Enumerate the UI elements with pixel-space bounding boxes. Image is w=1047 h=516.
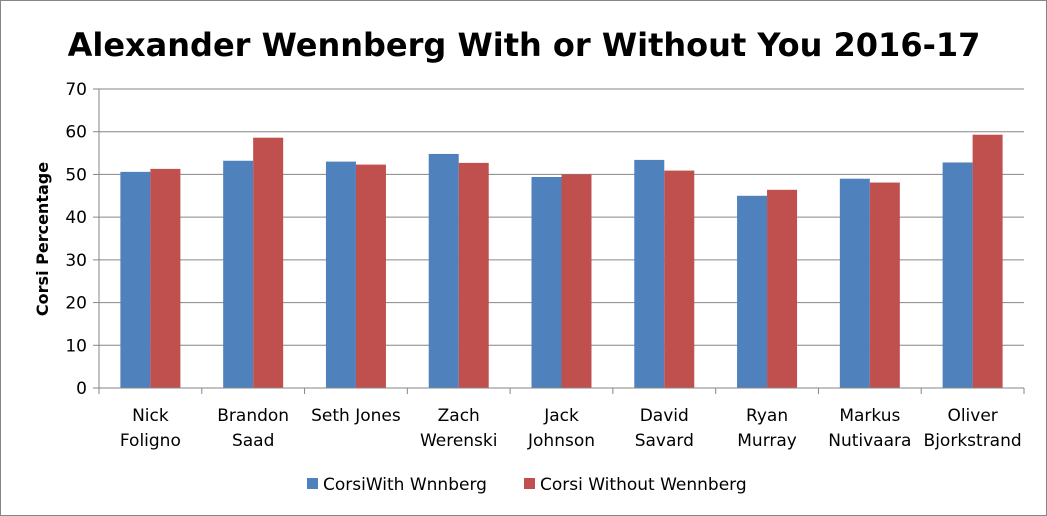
bar-with xyxy=(634,159,665,388)
y-tick-label: 50 xyxy=(65,165,87,185)
x-axis-categories: Nick Foligno Brandon Saad Seth Jones Zach Were… xyxy=(120,406,1022,451)
bar-with xyxy=(325,161,356,388)
y-tick-label: 40 xyxy=(65,208,87,228)
x-category-label: Zach Werenski xyxy=(420,406,498,451)
legend-label: Corsi Without Wennberg xyxy=(540,475,747,495)
bar-without xyxy=(458,162,489,388)
y-tick-label: 30 xyxy=(65,251,87,271)
y-axis-ticks: 0 10 20 30 40 50 60 70 xyxy=(65,80,99,399)
x-category-label: Seth Jones xyxy=(311,406,401,426)
y-tick-label: 20 xyxy=(65,294,87,314)
bar-without xyxy=(767,189,798,388)
bar-with xyxy=(942,162,973,388)
x-category-label: Oliver Bjorkstrand xyxy=(924,406,1022,451)
axes xyxy=(98,89,1025,394)
x-category-label: David Savard xyxy=(635,406,694,451)
x-category-label: Ryan Murray xyxy=(737,406,797,451)
chart-title: Alexander Wennberg With or Without You 2… xyxy=(68,26,981,64)
bars xyxy=(120,134,1003,388)
bar-without xyxy=(561,174,592,388)
x-category-label: Markus Nutivaara xyxy=(828,406,911,451)
bar-without xyxy=(869,182,900,388)
legend-swatch xyxy=(307,478,318,489)
bar-with xyxy=(839,178,870,388)
bar-without xyxy=(355,164,386,388)
bar-without xyxy=(253,137,284,388)
bar-with xyxy=(737,195,768,388)
y-tick-label: 70 xyxy=(65,80,87,100)
legend-swatch xyxy=(524,478,535,489)
bar-with xyxy=(531,176,562,388)
y-tick-label: 10 xyxy=(65,336,87,356)
bar-with xyxy=(223,160,254,388)
bar-without xyxy=(664,170,695,388)
x-category-label: Brandon Saad xyxy=(217,406,289,451)
x-category-label: Jack Johnson xyxy=(527,406,595,451)
legend: CorsiWith Wnnberg Corsi Without Wennberg xyxy=(307,475,747,495)
bar-with xyxy=(428,153,459,388)
legend-label: CorsiWith Wnnberg xyxy=(323,475,487,495)
y-axis-label: Corsi Percentage xyxy=(33,162,52,316)
bar-with xyxy=(120,171,151,388)
bar-without xyxy=(972,134,1003,388)
y-tick-label: 0 xyxy=(76,379,87,399)
bar-without xyxy=(150,168,181,388)
y-tick-label: 60 xyxy=(65,123,87,143)
x-category-label: Nick Foligno xyxy=(120,406,181,451)
